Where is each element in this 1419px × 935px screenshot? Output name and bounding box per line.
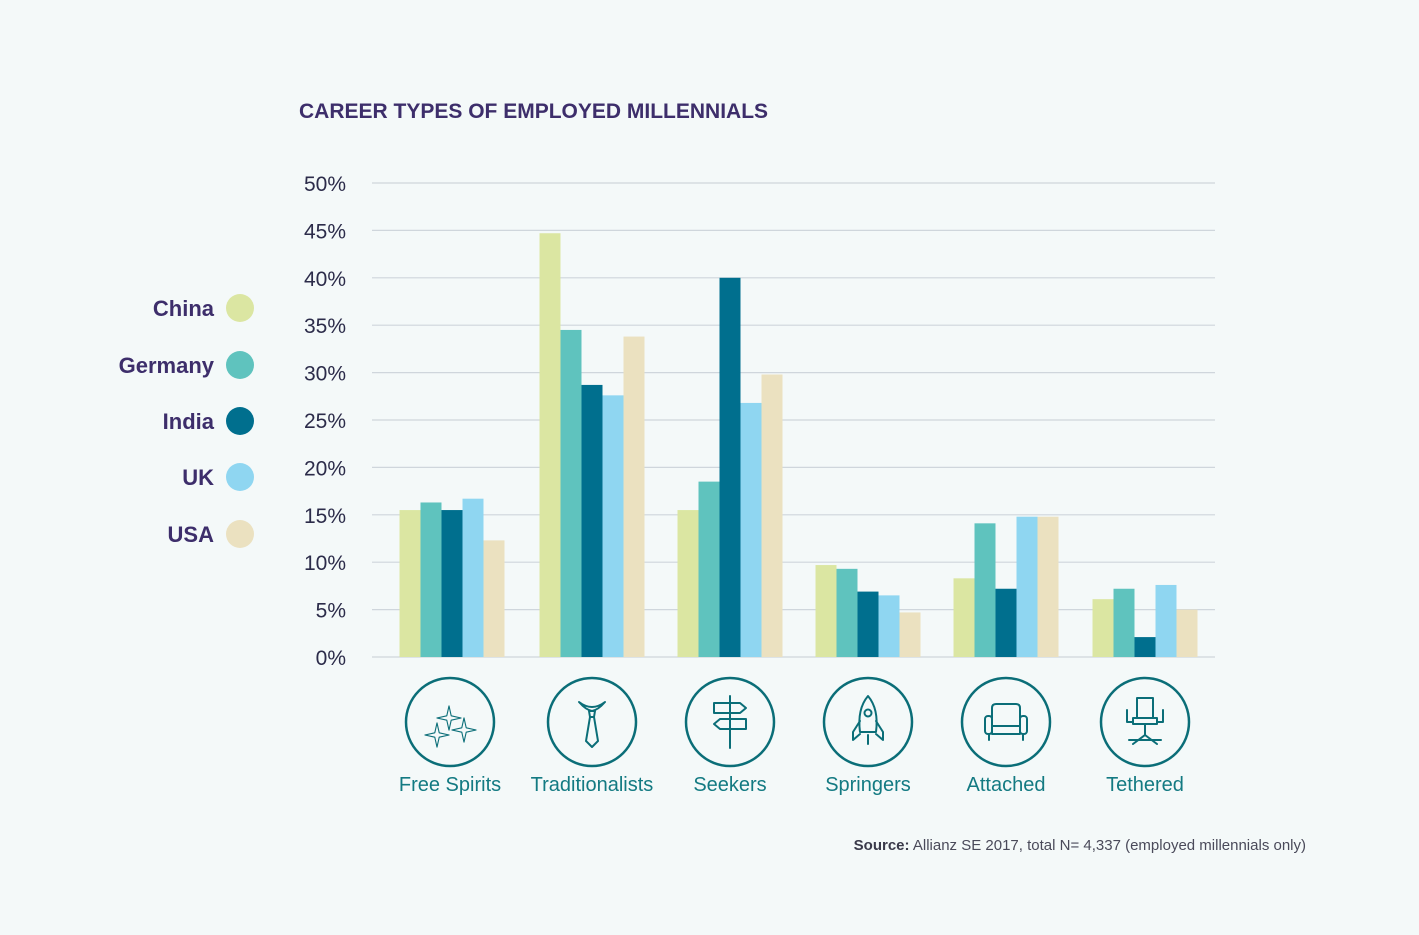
source-note: Source: Allianz SE 2017, total N= 4,337 …: [854, 837, 1306, 854]
bars: [399, 233, 1198, 657]
bar-uk-free-spirits: [462, 498, 484, 657]
icon-circle: [684, 676, 776, 768]
sparkles-icon-glyph: [424, 705, 477, 748]
bar-china-free-spirits: [399, 510, 421, 657]
category-label: Traditionalists: [531, 774, 654, 796]
armchair-icon: [960, 676, 1052, 768]
bar-usa-free-spirits: [483, 540, 505, 657]
legend-label-india: India: [163, 409, 215, 434]
bar-china-attached: [953, 578, 975, 657]
y-tick-label: 25%: [304, 410, 346, 433]
bar-uk-tethered: [1155, 584, 1177, 657]
source-text: Allianz SE 2017, total N= 4,337 (employe…: [910, 837, 1306, 854]
legend-label-china: China: [153, 296, 215, 321]
bar-usa-traditionalists: [623, 336, 645, 657]
bar-germany-attached: [974, 523, 996, 657]
necktie-icon-glyph: [578, 701, 606, 748]
icon-circle: [546, 676, 638, 768]
category-label: Tethered: [1106, 774, 1184, 796]
bar-china-tethered: [1092, 599, 1114, 657]
legend: China Germany India UK USA: [119, 294, 254, 548]
bar-china-traditionalists: [539, 233, 561, 657]
bar-china-seekers: [677, 510, 699, 657]
y-tick-label: 35%: [304, 315, 346, 338]
y-tick-label: 0%: [316, 647, 346, 670]
y-tick-label: 10%: [304, 552, 346, 575]
y-tick-label: 30%: [304, 363, 346, 386]
legend-swatch-china: [226, 294, 254, 322]
category-axis: Free Spirits Traditionalists Seekers Spring…: [399, 676, 1191, 796]
legend-swatch-germany: [226, 351, 254, 379]
bar-usa-tethered: [1176, 609, 1198, 657]
category-label: Seekers: [693, 774, 766, 796]
source-label: Source:: [854, 837, 910, 854]
bar-india-free-spirits: [441, 510, 463, 657]
bar-india-seekers: [719, 277, 741, 657]
legend-swatch-usa: [226, 520, 254, 548]
necktie-icon: [546, 676, 638, 768]
office-chair-icon: [1099, 676, 1191, 768]
bar-germany-free-spirits: [420, 502, 442, 657]
category-label: Free Spirits: [399, 774, 501, 796]
bar-uk-attached: [1016, 516, 1038, 657]
legend-label-uk: UK: [182, 465, 214, 490]
rocket-icon-glyph: [852, 695, 884, 745]
bar-china-springers: [815, 565, 837, 657]
sparkles-icon: [404, 676, 496, 768]
bar-india-springers: [857, 591, 879, 657]
grid: [372, 182, 1215, 658]
bar-uk-springers: [878, 595, 900, 657]
bar-germany-traditionalists: [560, 329, 582, 657]
bar-usa-springers: [899, 612, 921, 657]
signpost-icon-glyph: [713, 695, 747, 749]
legend-label-usa: USA: [168, 522, 215, 547]
y-tick-label: 50%: [304, 173, 346, 196]
category-label: Attached: [967, 774, 1046, 796]
y-axis: 0% 5% 10% 15% 20% 25% 30% 35% 40% 45% 50%: [304, 173, 346, 670]
bar-usa-attached: [1037, 516, 1059, 657]
icon-circle: [822, 676, 914, 768]
icon-circle: [404, 676, 496, 768]
bar-india-attached: [995, 588, 1017, 657]
bar-usa-seekers: [761, 374, 783, 657]
legend-label-germany: Germany: [119, 353, 215, 378]
bar-uk-seekers: [740, 402, 762, 657]
chart-title: CAREER TYPES OF EMPLOYED MILLENNIALS: [299, 100, 768, 123]
office-chair-icon-glyph: [1126, 697, 1164, 745]
bar-germany-seekers: [698, 481, 720, 657]
bar-germany-tethered: [1113, 588, 1135, 657]
y-tick-label: 45%: [304, 220, 346, 243]
category-label: Springers: [825, 774, 911, 796]
y-tick-label: 15%: [304, 505, 346, 528]
armchair-icon-glyph: [984, 703, 1028, 741]
legend-swatch-india: [226, 407, 254, 435]
bar-germany-springers: [836, 568, 858, 657]
legend-swatch-uk: [226, 463, 254, 491]
bar-uk-traditionalists: [602, 395, 624, 657]
y-tick-label: 5%: [316, 600, 346, 623]
y-tick-label: 40%: [304, 268, 346, 291]
icon-circle: [1099, 676, 1191, 768]
signpost-icon: [684, 676, 776, 768]
y-tick-label: 20%: [304, 457, 346, 480]
icon-circle: [960, 676, 1052, 768]
bar-india-tethered: [1134, 637, 1156, 657]
rocket-icon: [822, 676, 914, 768]
bar-india-traditionalists: [581, 384, 603, 657]
